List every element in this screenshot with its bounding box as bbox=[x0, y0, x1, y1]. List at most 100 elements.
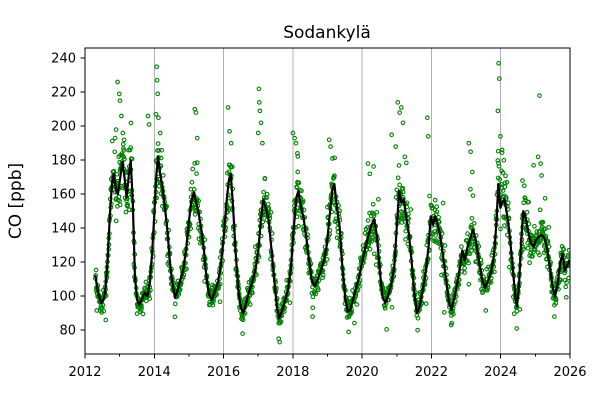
scatter-point bbox=[260, 140, 265, 146]
scatter-point bbox=[434, 209, 440, 215]
scatter-point bbox=[125, 202, 131, 208]
scatter-point bbox=[192, 161, 198, 166]
scatter-point bbox=[369, 239, 375, 244]
x-tick-label: 2018 bbox=[276, 365, 309, 380]
scatter-point bbox=[100, 302, 106, 308]
scatter-point bbox=[440, 200, 446, 206]
scatter-point bbox=[123, 209, 129, 215]
scatter-point bbox=[395, 175, 401, 181]
scatter-point bbox=[292, 135, 297, 141]
scatter-point bbox=[155, 141, 161, 146]
y-tick-label: 120 bbox=[51, 256, 76, 271]
scatter-point bbox=[496, 163, 502, 169]
scatter-point bbox=[408, 207, 414, 212]
scatter-point bbox=[389, 305, 395, 310]
scatter-point bbox=[103, 317, 109, 323]
scatter-point bbox=[349, 310, 354, 315]
scatter-point bbox=[194, 171, 199, 176]
scatter-point bbox=[290, 130, 296, 136]
scatter-point bbox=[503, 173, 508, 179]
scatter-point bbox=[504, 180, 510, 185]
scatter-point bbox=[346, 329, 351, 335]
scatter-point bbox=[552, 314, 557, 319]
chart-title: Sodankylä bbox=[283, 23, 371, 43]
scatter-point bbox=[500, 170, 506, 176]
scatter-point bbox=[154, 77, 160, 83]
scatter-point bbox=[127, 147, 133, 153]
scatter-point bbox=[498, 134, 503, 139]
y-tick-label: 100 bbox=[51, 290, 76, 305]
scatter-point bbox=[451, 311, 456, 317]
scatter-point bbox=[257, 108, 263, 114]
scatter-point bbox=[310, 294, 316, 300]
scatter-point bbox=[539, 173, 544, 178]
scatter-point bbox=[469, 215, 475, 221]
scatter-point bbox=[496, 76, 502, 81]
scatter-point bbox=[521, 183, 527, 189]
scatter-point bbox=[145, 113, 151, 119]
scatter-point bbox=[295, 151, 300, 156]
scatter-point bbox=[466, 281, 472, 287]
axes-layer: 2012 2014 2016 2018 2020 2022 2024 2026 80 100 120… bbox=[51, 47, 587, 380]
scatter-point bbox=[265, 201, 271, 207]
scatter-point bbox=[436, 214, 441, 220]
scatter-point bbox=[502, 180, 508, 186]
scatter-point bbox=[429, 203, 435, 209]
scatter-point bbox=[484, 287, 490, 293]
scatter-point bbox=[499, 147, 505, 153]
scatter-point bbox=[240, 331, 245, 336]
scatter-point bbox=[115, 79, 120, 85]
scatter-point bbox=[471, 221, 477, 226]
scatter-point bbox=[116, 91, 122, 97]
scatter-point bbox=[537, 207, 543, 213]
scatter-point bbox=[247, 302, 253, 307]
scatter-point bbox=[533, 232, 539, 238]
scatter-point bbox=[469, 248, 474, 253]
scatter-point bbox=[117, 202, 123, 208]
scatter-point bbox=[112, 135, 118, 141]
scatter-point bbox=[525, 245, 531, 251]
scatter-point bbox=[310, 305, 316, 311]
scatter-point bbox=[530, 253, 535, 259]
scatter-point bbox=[537, 252, 542, 258]
scatter-point bbox=[465, 231, 470, 236]
scatter-point bbox=[395, 100, 401, 105]
scatter-point bbox=[117, 98, 123, 104]
y-axis-label: CO [ppb] bbox=[6, 163, 26, 239]
scatter-point bbox=[214, 292, 219, 297]
y-tick-label: 220 bbox=[51, 86, 76, 101]
scatter-point bbox=[332, 173, 337, 179]
scatter-point bbox=[296, 223, 301, 229]
scatter-point bbox=[398, 105, 404, 110]
scatter-point bbox=[191, 186, 197, 192]
scatter-point bbox=[320, 272, 326, 278]
scatter-point bbox=[371, 213, 377, 219]
scatter-point bbox=[406, 211, 411, 217]
scatter-point bbox=[109, 138, 115, 144]
scatter-point bbox=[328, 144, 333, 149]
scatter-point bbox=[374, 209, 380, 215]
scatter-point bbox=[278, 319, 284, 325]
scatter-point bbox=[527, 260, 532, 266]
scatter-point bbox=[540, 219, 546, 225]
scatter-point bbox=[500, 188, 506, 193]
y-tick-label: 240 bbox=[51, 52, 76, 67]
scatter-point bbox=[524, 209, 530, 215]
data-layer bbox=[92, 60, 570, 345]
scatter-point bbox=[172, 301, 178, 307]
scatter-point bbox=[258, 120, 264, 126]
scatter-point bbox=[111, 168, 117, 174]
scatter-point bbox=[330, 156, 335, 161]
scatter-point bbox=[146, 122, 152, 127]
scatter-point bbox=[371, 251, 377, 257]
scatter-point bbox=[101, 308, 107, 314]
scatter-point bbox=[153, 111, 159, 117]
scatter-point bbox=[261, 189, 266, 195]
scatter-point bbox=[256, 100, 262, 105]
scatter-point bbox=[498, 181, 504, 187]
scatter-point bbox=[566, 247, 570, 253]
scatter-point bbox=[112, 149, 118, 155]
scatter-point bbox=[441, 310, 447, 315]
scatter-point bbox=[466, 140, 472, 146]
